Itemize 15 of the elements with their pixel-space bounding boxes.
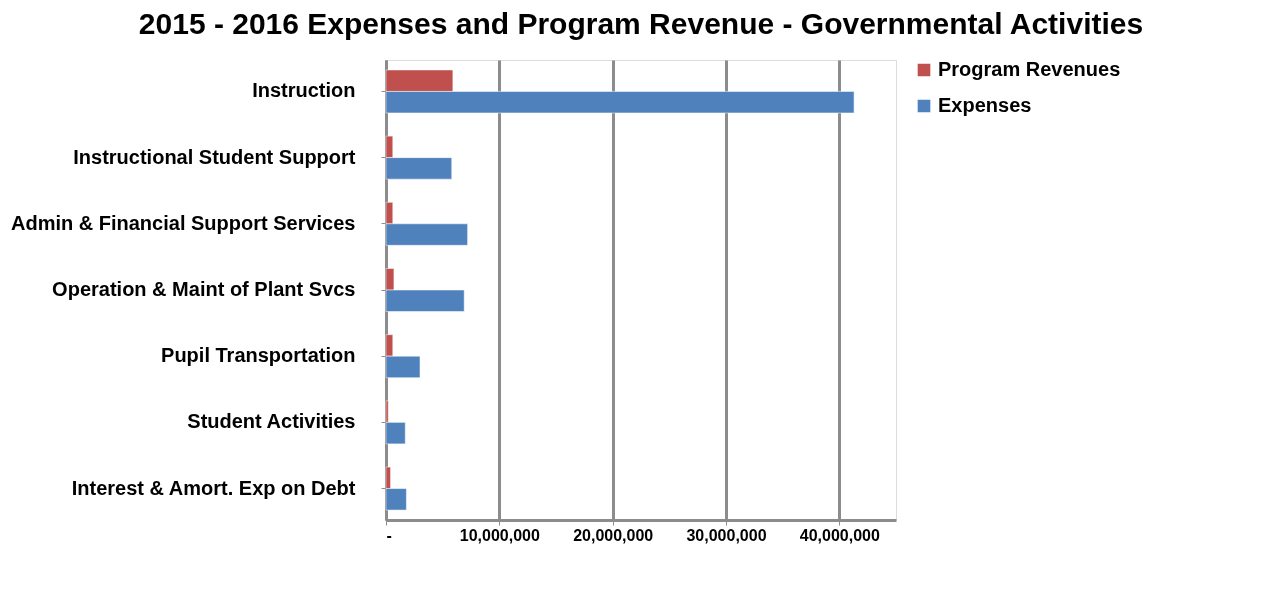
y-tick-label: Instruction [252,79,356,102]
chart-title: 2015 - 2016 Expenses and Program Revenue - Governmental Activities [138,7,1144,40]
x-tick-label: 30,000,000 [686,526,767,544]
y-tick-label: Instructional Student Support [73,145,356,168]
y-tick-label: Interest & Amort. Exp on Debt [71,476,356,499]
y-tick-label: Operation & Maint of Plant Svcs [52,278,356,300]
legend-label: Expenses [938,94,1032,116]
y-tick-label: Student Activities [187,410,356,433]
x-tick-label: 40,000,000 [799,526,880,544]
x-tick-label: 10,000,000 [459,526,540,544]
x-tick-label: 20,000,000 [573,526,654,544]
y-tick-label: Admin & Financial Support Services [10,211,356,234]
x-tick-label: - [386,526,392,544]
legend-label: Program Revenues [938,58,1121,80]
y-tick-label: Pupil Transportation [161,344,356,367]
